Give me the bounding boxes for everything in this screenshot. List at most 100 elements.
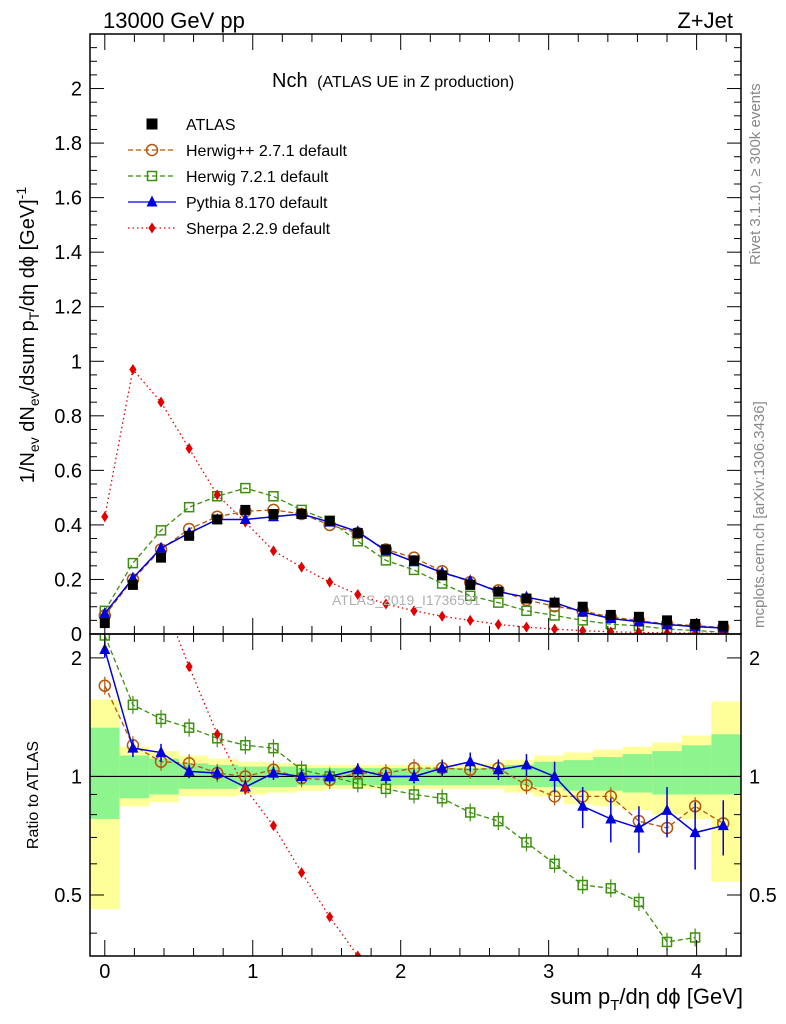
point-2-10 <box>380 555 392 566</box>
ratio-point-1-9 <box>352 778 364 789</box>
point-0-12 <box>437 570 448 581</box>
ratio-point-2-7 <box>296 769 308 781</box>
point-4-13 <box>466 614 474 626</box>
point-2-15 <box>521 605 532 617</box>
xtick-label: 4 <box>691 961 702 983</box>
ytick-label-top: 0.6 <box>54 460 82 482</box>
ratio-point-1-12 <box>436 793 448 804</box>
legend-marker-3 <box>146 195 158 207</box>
legend-marker-0 <box>146 118 158 130</box>
ratio-point-2-16 <box>549 769 561 781</box>
point-4-18 <box>607 626 615 634</box>
series-line-2 <box>104 487 724 634</box>
xtick-label: 1 <box>247 961 258 983</box>
ratio-point-2-15 <box>520 758 532 770</box>
ratio-point-3-4 <box>213 728 221 740</box>
legend-label-4: Sherpa 2.2.9 default <box>186 221 331 238</box>
ratio-point-3-9 <box>354 950 362 956</box>
point-0-11 <box>409 555 420 566</box>
ratio-point-3-6 <box>269 820 278 832</box>
legend: ATLAS Herwig++ 2.7.1 default Herwig 7.2.1 … <box>128 117 348 238</box>
ratio-point-1-18 <box>605 883 617 894</box>
legend-label-1: Herwig++ 2.7.1 default <box>186 143 348 160</box>
point-4-0 <box>101 511 109 523</box>
ratio-point-0-15 <box>520 778 533 792</box>
header-right: Z+Jet <box>677 8 733 33</box>
ratio-point-1-16 <box>549 858 560 870</box>
point-4-8 <box>326 576 334 588</box>
ytick-label-top: 1 <box>71 351 82 373</box>
point-4-3 <box>185 443 193 455</box>
stat-band-16 <box>563 760 594 791</box>
point-0-5 <box>240 504 251 515</box>
point-0-18 <box>605 609 616 620</box>
point-2-12 <box>436 578 448 589</box>
point-4-2 <box>157 396 165 408</box>
point-3-0 <box>99 607 111 619</box>
point-4-19 <box>635 626 643 634</box>
ytick-label-top: 1.6 <box>54 188 82 210</box>
ratio-point-3-8 <box>326 911 334 923</box>
point-0-1 <box>127 579 138 590</box>
axes: 00.20.40.60.811.21.41.61.820.5 0.51 12 20 1 2… <box>54 33 777 983</box>
point-2-6 <box>268 491 279 502</box>
ratio-point-2-22 <box>717 819 729 831</box>
analysis-watermark: ATLAS_2019_I1736531 <box>332 592 481 608</box>
ytick-label-bot-right: 2 <box>749 648 760 670</box>
point-4-1 <box>129 363 137 375</box>
point-2-5 <box>240 482 251 494</box>
point-2-3 <box>183 501 195 513</box>
ratio-point-2-18 <box>605 812 617 824</box>
ratio-point-2-13 <box>464 755 476 767</box>
point-4-17 <box>579 625 587 634</box>
ytick-label-top: 1.8 <box>54 133 82 155</box>
ratio-line-3 <box>175 634 359 956</box>
point-3-1 <box>127 571 139 583</box>
rivet-label: Rivet 3.1.10, ≥ 300k events <box>747 83 764 265</box>
point-2-11 <box>408 564 420 576</box>
ytick-label-top: 0.8 <box>54 406 82 428</box>
ratio-point-2-19 <box>633 821 645 833</box>
point-3-5 <box>239 512 251 524</box>
point-2-1 <box>127 557 139 569</box>
point-0-14 <box>493 586 504 597</box>
ratio-point-3-7 <box>298 867 306 879</box>
point-0-9 <box>352 528 363 539</box>
legend-marker-1 <box>145 143 159 157</box>
ytick-label-top: 1.4 <box>54 242 82 264</box>
point-0-3 <box>184 530 195 541</box>
header-left: 13000 GeV pp <box>103 8 245 33</box>
legend-label-0: ATLAS <box>186 117 236 134</box>
ytick-label-bot-right: 0.5 <box>749 885 777 907</box>
plot-subtitle: (ATLAS UE in Z production) <box>317 74 514 91</box>
ratio-point-3-5 <box>241 783 249 795</box>
legend-label-2: Herwig 7.2.1 default <box>186 169 329 186</box>
ytick-label-top: 0.4 <box>54 515 82 537</box>
ratio-point-1-21 <box>689 932 701 943</box>
ratio-frame <box>89 633 742 957</box>
stat-band-18 <box>622 754 653 793</box>
point-0-19 <box>633 611 644 622</box>
point-4-7 <box>298 561 306 573</box>
ratio-point-1-3 <box>183 722 195 733</box>
point-0-8 <box>324 515 335 526</box>
point-4-4 <box>213 489 221 501</box>
ratio-point-2-4 <box>211 766 223 778</box>
point-4-12 <box>438 610 446 622</box>
stat-band-0 <box>90 727 120 819</box>
ratio-point-2-20 <box>661 803 673 815</box>
stat-band-17 <box>593 757 623 791</box>
main-plot <box>98 363 730 634</box>
point-0-16 <box>549 597 560 608</box>
ratio-point-2-12 <box>436 761 448 773</box>
ratio-point-2-2 <box>155 746 167 758</box>
point-0-2 <box>156 552 167 563</box>
ytick-label-top: 2 <box>71 79 82 101</box>
xtick-label: 2 <box>395 961 406 983</box>
ratio-point-1-19 <box>633 896 645 908</box>
ytick-label-top: 1.2 <box>54 297 82 319</box>
ratio-point-0-0 <box>98 679 112 692</box>
ratio-point-1-2 <box>155 713 167 725</box>
point-0-15 <box>521 593 532 604</box>
